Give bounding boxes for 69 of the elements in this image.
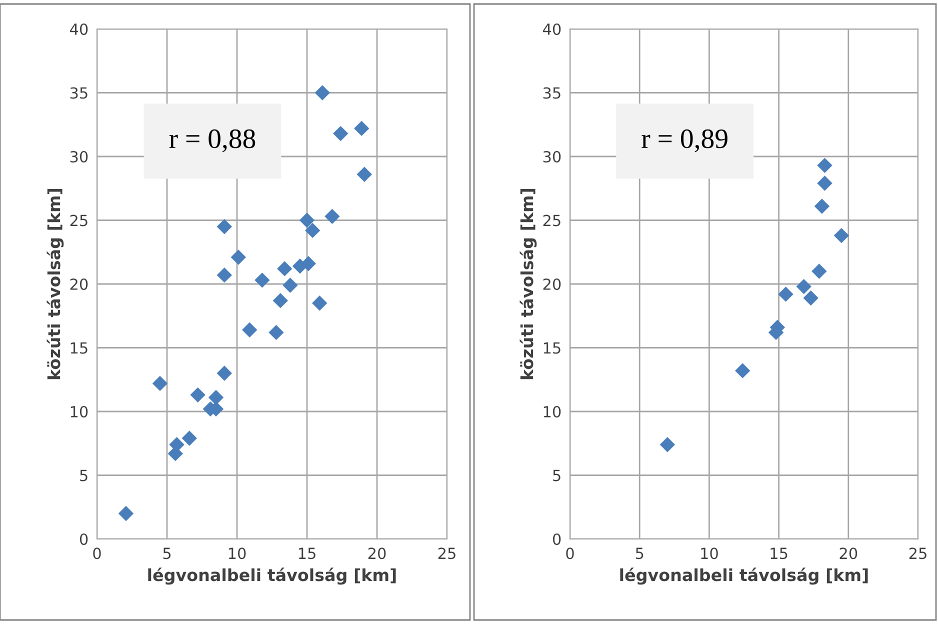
point (814, 198, 830, 214)
point (242, 322, 258, 338)
y-tick-label: 35 (543, 87, 560, 99)
y-tick-label: 5 (553, 470, 560, 482)
point (735, 363, 750, 378)
y-tick-label: 20 (70, 278, 88, 290)
point (268, 324, 284, 340)
y-tick-label: 15 (70, 342, 88, 354)
point (304, 222, 320, 238)
y-tick-label: 40 (70, 23, 88, 36)
point (834, 228, 850, 244)
point (796, 278, 812, 294)
point (272, 292, 288, 308)
point (254, 272, 270, 288)
x-tick-label: 0 (93, 548, 101, 560)
y-tick-label: 40 (542, 23, 561, 36)
y-tick-label: 30 (70, 150, 88, 163)
point (118, 506, 134, 522)
point (182, 430, 198, 446)
y-tick-label: 25 (70, 214, 88, 226)
y-tick-label: 10 (70, 406, 88, 418)
y-tick-label: 5 (80, 470, 88, 482)
point (299, 212, 315, 228)
point (324, 208, 340, 224)
x-tick-label: 10 (228, 548, 246, 560)
y-tick-label: 20 (543, 278, 561, 290)
point (276, 261, 292, 276)
point (282, 278, 298, 293)
point (332, 126, 348, 142)
point (817, 176, 832, 191)
point (778, 286, 794, 302)
annotation: r = 0,89 (642, 129, 728, 152)
y-tick-label: 15 (544, 342, 560, 354)
y-axis-title: közúti távolság [km] (520, 188, 537, 380)
point (354, 120, 370, 136)
y-tick-label: 0 (80, 533, 88, 546)
y-axis-title: közúti távolság [km] (46, 188, 64, 380)
x-tick-label: 15 (298, 548, 316, 560)
point (803, 290, 818, 306)
point (356, 166, 372, 182)
x-tick-label: 10 (701, 548, 718, 560)
point (230, 250, 246, 265)
point (216, 219, 232, 234)
point (216, 267, 232, 283)
x-tick-label: 25 (438, 548, 456, 560)
x-tick-label: 5 (636, 548, 644, 560)
x-axis-title: légvonalbeli távolság [km] (148, 568, 396, 585)
y-tick-label: 10 (544, 406, 561, 418)
point (812, 264, 827, 279)
point (190, 387, 206, 403)
point (216, 366, 232, 381)
point (208, 390, 224, 406)
x-tick-label: 25 (909, 548, 926, 560)
x-tick-label: 20 (368, 548, 386, 560)
y-tick-label: 30 (543, 150, 561, 163)
point (817, 158, 832, 174)
point (152, 376, 168, 392)
y-tick-label: 0 (552, 533, 561, 546)
x-tick-label: 15 (770, 548, 788, 560)
point (660, 437, 676, 452)
point (312, 296, 328, 311)
x-tick-label: 0 (566, 548, 574, 560)
x-axis-title: légvonalbeli távolság [km] (620, 568, 868, 585)
y-tick-label: 35 (70, 87, 88, 99)
annotation: r = 0,88 (169, 129, 256, 152)
y-tick-label: 25 (543, 214, 560, 226)
point (314, 85, 330, 100)
x-tick-label: 20 (840, 548, 858, 560)
x-tick-label: 5 (163, 548, 171, 560)
